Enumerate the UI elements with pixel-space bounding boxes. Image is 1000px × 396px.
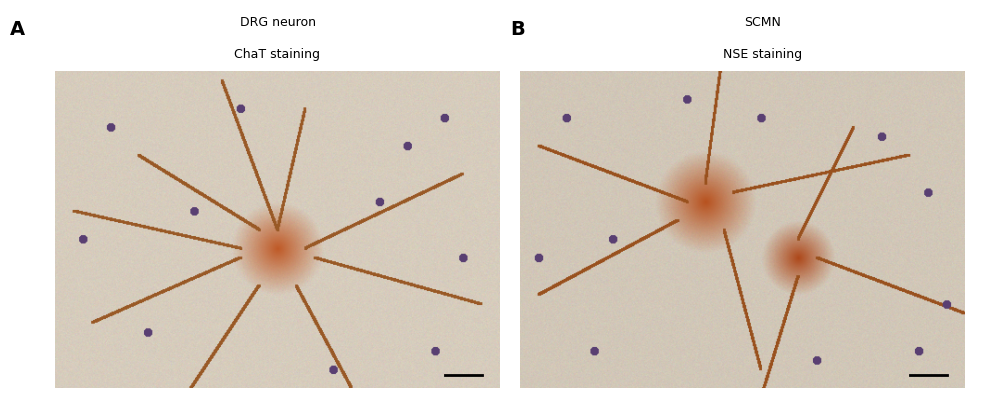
Text: SCMN: SCMN: [744, 16, 781, 29]
Text: ChaT staining: ChaT staining: [234, 48, 320, 61]
Text: NSE staining: NSE staining: [723, 48, 802, 61]
Text: A: A: [10, 20, 25, 39]
Text: DRG neuron: DRG neuron: [240, 16, 316, 29]
Text: B: B: [510, 20, 525, 39]
